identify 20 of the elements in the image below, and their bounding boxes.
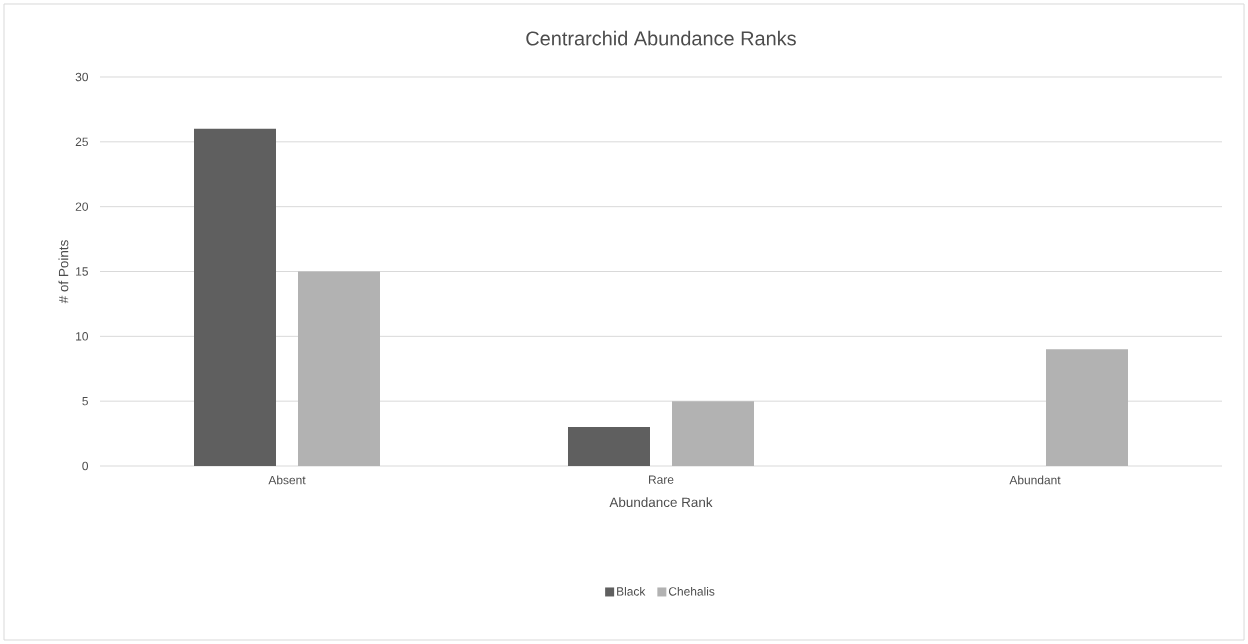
- x-axis-title: Abundance Rank: [609, 497, 713, 508]
- chart-title: Centrarchid Abundance Ranks: [526, 30, 796, 46]
- y-tick-label: 20: [75, 202, 89, 211]
- x-tick-label: Abundant: [1009, 475, 1061, 485]
- y-tick-label: 5: [82, 397, 88, 406]
- y-tick-label: 15: [76, 267, 88, 276]
- y-tick-label: 0: [82, 461, 89, 471]
- legend-label: Black: [617, 586, 646, 596]
- y-tick-label: 10: [76, 332, 89, 341]
- bar: [568, 427, 650, 466]
- y-axis-title: # of Points: [58, 240, 69, 304]
- bar: [672, 401, 754, 466]
- bar: [1046, 349, 1128, 466]
- bar: [194, 128, 276, 466]
- legend-label: Chehalis: [668, 586, 715, 596]
- y-tick-label: 25: [75, 137, 88, 147]
- x-tick-label: Rare: [649, 475, 674, 484]
- y-tick-label: 30: [75, 72, 89, 82]
- x-tick-label: Absent: [268, 475, 306, 485]
- bar: [298, 271, 380, 466]
